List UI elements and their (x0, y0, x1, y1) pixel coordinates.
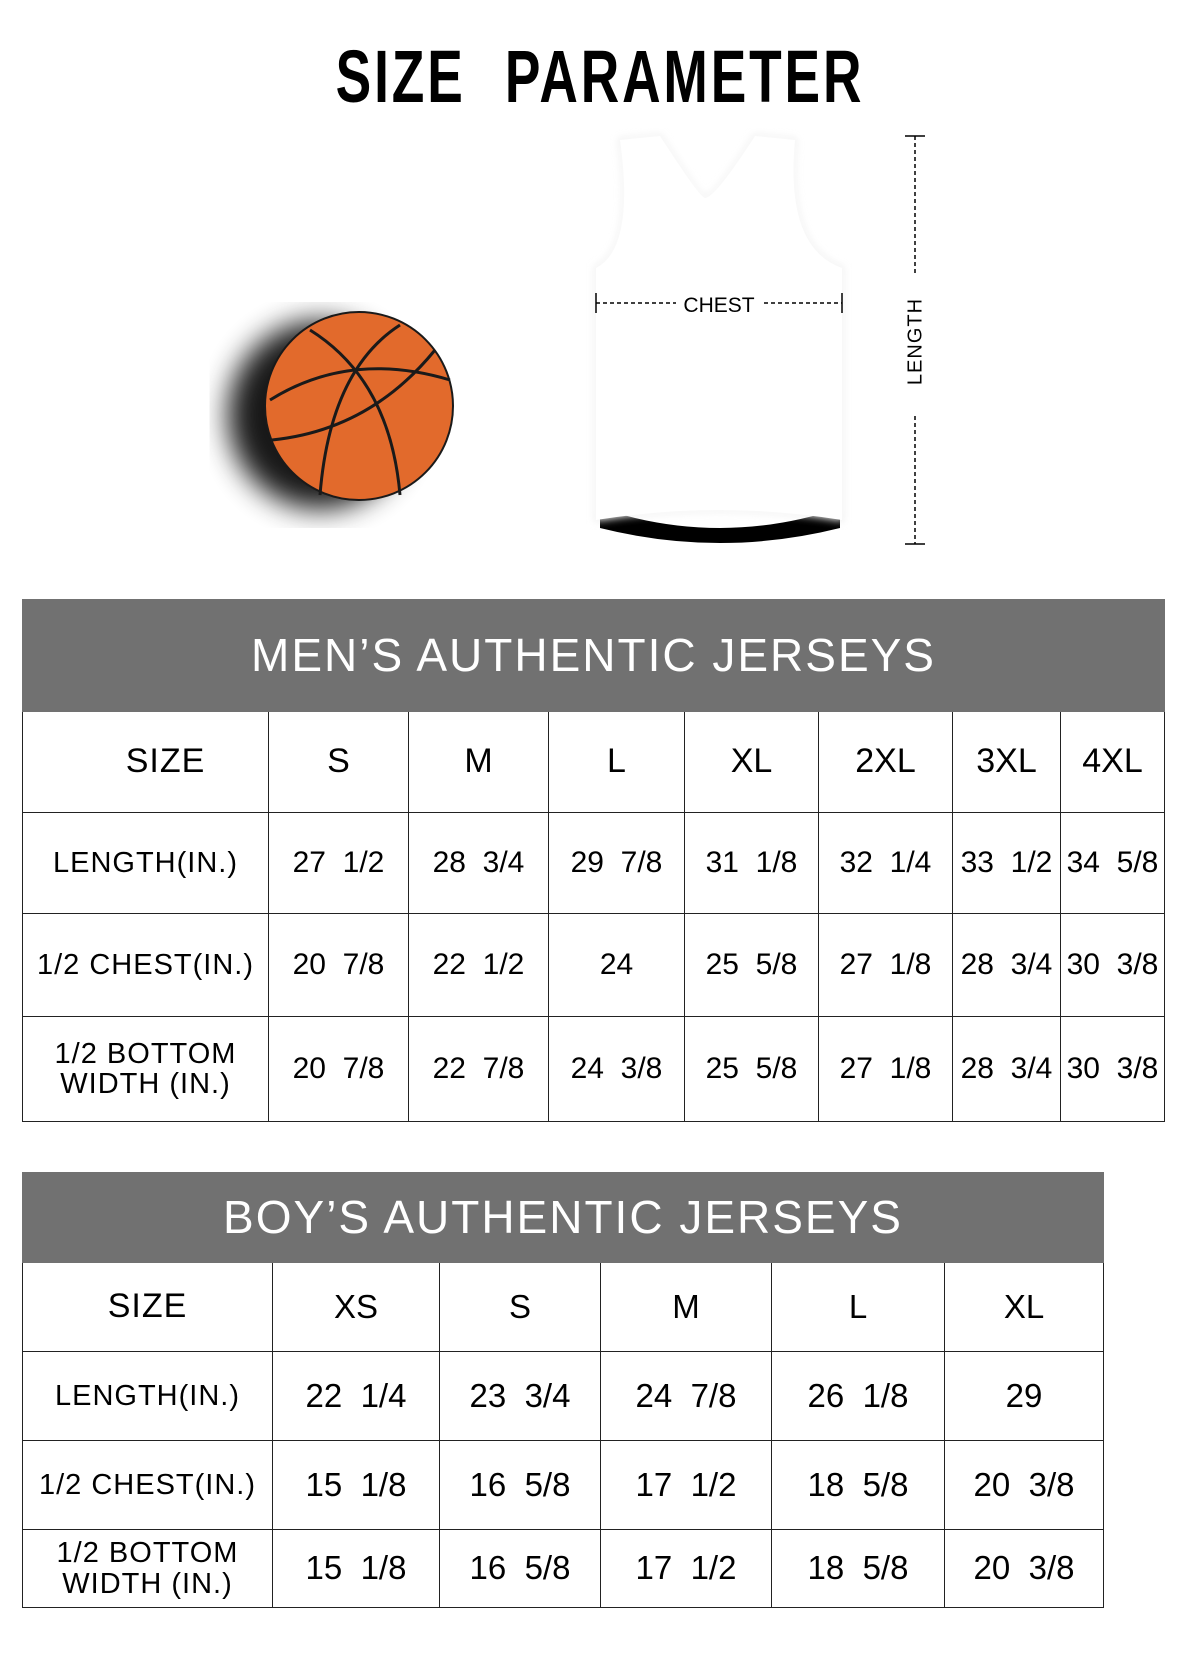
value-cell: 27 1/2 (268, 812, 409, 914)
value-cell: 20 3/8 (943, 1529, 1105, 1608)
value-cell: 16 5/8 (439, 1440, 601, 1530)
table-row: 1/2 BOTTOM WIDTH (IN.) 15 1/8 16 5/8 17 … (22, 1529, 1105, 1608)
row-label: LENGTH(IN.) (22, 812, 269, 914)
value-cell: 30 3/8 (1060, 1016, 1165, 1122)
mens-size-table: MEN’S AUTHENTIC JERSEYS SIZE S M L XL 2X… (22, 599, 1165, 1122)
value-cell: 31 1/8 (684, 812, 819, 914)
boys-table-title: BOY’S AUTHENTIC JERSEYS (21, 1172, 1105, 1263)
value-cell: 23 3/4 (439, 1351, 601, 1441)
value-cell: 26 1/8 (771, 1351, 945, 1441)
value-cell: 27 1/8 (818, 913, 953, 1017)
boys-size-table: BOY’S AUTHENTIC JERSEYS SIZE XS S M L XL… (21, 1172, 1105, 1608)
value-cell: 17 1/2 (600, 1440, 772, 1530)
value-cell: 25 5/8 (684, 1016, 819, 1122)
row-label: LENGTH(IN.) (22, 1351, 273, 1441)
value-cell: 34 5/8 (1060, 812, 1165, 914)
value-cell: 28 3/4 (408, 812, 549, 914)
value-cell: 28 3/4 (952, 913, 1061, 1017)
value-cell: 22 7/8 (408, 1016, 549, 1122)
value-cell: 20 7/8 (268, 913, 409, 1017)
size-cell: 2XL (818, 711, 953, 813)
value-cell: 22 1/4 (272, 1351, 440, 1441)
table-row: 1/2 CHEST(IN.) 15 1/8 16 5/8 17 1/2 18 5… (22, 1440, 1105, 1530)
value-cell: 25 5/8 (684, 913, 819, 1017)
value-cell: 24 (548, 913, 685, 1017)
table-row: 1/2 BOTTOM WIDTH (IN.) 20 7/8 22 7/8 24 … (22, 1016, 1165, 1122)
size-cell: L (548, 711, 685, 813)
value-cell: 24 3/8 (548, 1016, 685, 1122)
row-label: 1/2 CHEST(IN.) (22, 913, 269, 1017)
size-cell: M (600, 1262, 772, 1352)
value-cell: 18 5/8 (771, 1529, 945, 1608)
length-indicator (900, 135, 930, 545)
value-cell: 33 1/2 (952, 812, 1061, 914)
value-cell: 20 7/8 (268, 1016, 409, 1122)
value-cell: 22 1/2 (408, 913, 549, 1017)
size-header: SIZE (22, 711, 269, 813)
value-cell: 18 5/8 (771, 1440, 945, 1530)
size-cell: L (771, 1262, 945, 1352)
page-title: SIZE PARAMETER (335, 35, 865, 118)
size-header: SIZE (22, 1262, 273, 1352)
value-cell: 15 1/8 (272, 1529, 440, 1608)
value-cell: 16 5/8 (439, 1529, 601, 1608)
size-cell: S (268, 711, 409, 813)
row-label: 1/2 BOTTOM WIDTH (IN.) (22, 1529, 273, 1608)
value-cell: 27 1/8 (818, 1016, 953, 1122)
value-cell: 20 3/8 (943, 1440, 1105, 1530)
value-cell: 29 7/8 (548, 812, 685, 914)
value-cell: 17 1/2 (600, 1529, 772, 1608)
table-row: LENGTH(IN.) 27 1/2 28 3/4 29 7/8 31 1/8 … (22, 812, 1165, 914)
size-cell: XS (272, 1262, 440, 1352)
size-cell: M (408, 711, 549, 813)
row-label: 1/2 BOTTOM WIDTH (IN.) (22, 1016, 269, 1122)
jersey-diagram: CHEST (595, 134, 843, 543)
value-cell: 28 3/4 (952, 1016, 1061, 1122)
chest-label: CHEST (683, 294, 754, 317)
value-cell: 29 (943, 1351, 1105, 1441)
size-cell: XL (684, 711, 819, 813)
size-cell: XL (943, 1262, 1105, 1352)
basketball-icon (228, 311, 454, 509)
row-label: 1/2 CHEST(IN.) (22, 1440, 273, 1530)
table-row: 1/2 CHEST(IN.) 20 7/8 22 1/2 24 25 5/8 2… (22, 913, 1165, 1017)
table-row: SIZE XS S M L XL (22, 1262, 1105, 1352)
table-row: SIZE S M L XL 2XL 3XL 4XL (22, 711, 1165, 813)
size-cell: 4XL (1060, 711, 1165, 813)
value-cell: 30 3/8 (1060, 913, 1165, 1017)
value-cell: 24 7/8 (600, 1351, 772, 1441)
mens-table-title: MEN’S AUTHENTIC JERSEYS (22, 599, 1165, 712)
length-label: LENGTH (904, 297, 927, 386)
size-cell: 3XL (952, 711, 1061, 813)
value-cell: 15 1/8 (272, 1440, 440, 1530)
value-cell: 32 1/4 (818, 812, 953, 914)
table-row: LENGTH(IN.) 22 1/4 23 3/4 24 7/8 26 1/8 … (22, 1351, 1105, 1441)
size-cell: S (439, 1262, 601, 1352)
